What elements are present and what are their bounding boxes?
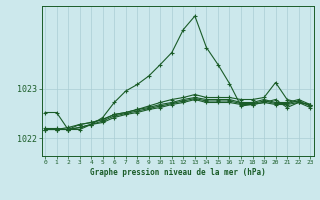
- X-axis label: Graphe pression niveau de la mer (hPa): Graphe pression niveau de la mer (hPa): [90, 168, 266, 177]
